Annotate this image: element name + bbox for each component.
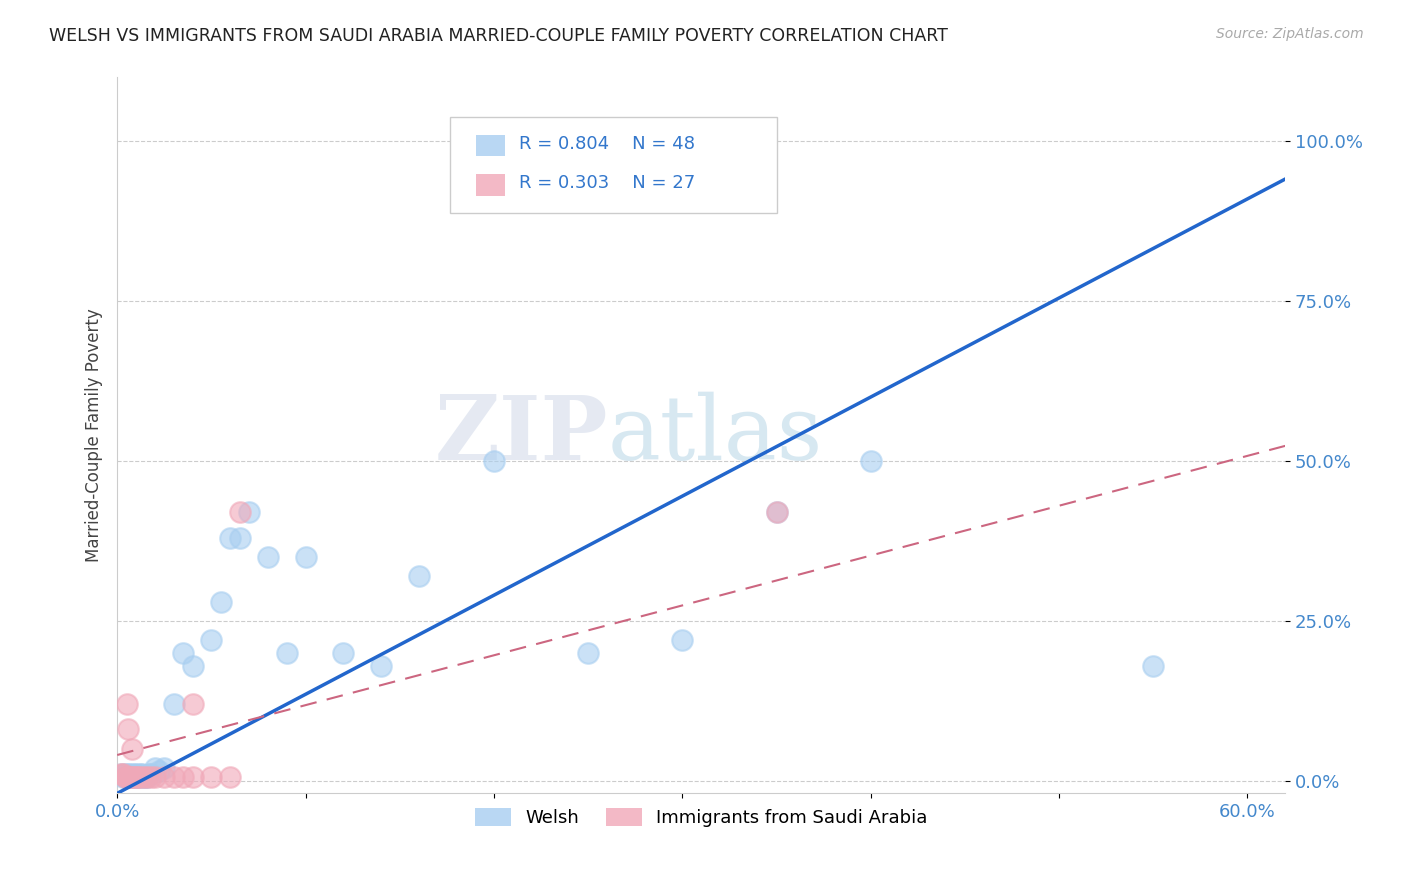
Bar — [475, 135, 505, 156]
Point — [143, 770, 166, 784]
Point — [136, 770, 159, 784]
Point — [125, 770, 148, 784]
Point — [115, 697, 138, 711]
Point — [128, 767, 150, 781]
Point — [276, 646, 298, 660]
Point — [117, 767, 139, 781]
Point — [115, 768, 138, 782]
Point — [121, 770, 143, 784]
Point — [209, 594, 232, 608]
Point — [122, 770, 145, 784]
Point — [332, 646, 354, 660]
Point — [200, 770, 222, 784]
Point — [172, 646, 194, 660]
Point — [859, 454, 882, 468]
Point — [139, 767, 162, 781]
Text: Source: ZipAtlas.com: Source: ZipAtlas.com — [1216, 27, 1364, 41]
Point — [153, 761, 176, 775]
Point — [121, 741, 143, 756]
Point — [219, 531, 242, 545]
Text: atlas: atlas — [607, 392, 823, 479]
Point — [127, 770, 149, 784]
Point — [1142, 658, 1164, 673]
Bar — [475, 174, 505, 195]
Point — [110, 767, 132, 781]
Point — [121, 770, 143, 784]
Text: R = 0.804    N = 48: R = 0.804 N = 48 — [519, 135, 695, 153]
Point — [122, 770, 145, 784]
Point — [163, 770, 186, 784]
Point — [671, 632, 693, 647]
Point — [120, 770, 142, 784]
Point — [111, 770, 134, 784]
Point — [181, 658, 204, 673]
Point — [110, 767, 132, 781]
Legend: Welsh, Immigrants from Saudi Arabia: Welsh, Immigrants from Saudi Arabia — [467, 801, 935, 834]
Point — [219, 770, 242, 784]
Point — [138, 767, 160, 781]
Point — [114, 770, 136, 784]
Point — [153, 770, 176, 784]
Point — [114, 767, 136, 781]
Point — [136, 770, 159, 784]
Point — [115, 770, 138, 784]
Point — [128, 770, 150, 784]
Point — [172, 770, 194, 784]
Point — [238, 505, 260, 519]
Point — [181, 697, 204, 711]
Point — [115, 770, 138, 784]
Point — [765, 505, 787, 519]
Point — [257, 549, 280, 564]
Point — [148, 764, 170, 778]
Point — [408, 569, 430, 583]
FancyBboxPatch shape — [450, 117, 778, 213]
Point — [128, 770, 150, 784]
Point — [131, 767, 153, 781]
Point — [200, 632, 222, 647]
Y-axis label: Married-Couple Family Poverty: Married-Couple Family Poverty — [86, 309, 103, 562]
Text: WELSH VS IMMIGRANTS FROM SAUDI ARABIA MARRIED-COUPLE FAMILY POVERTY CORRELATION : WELSH VS IMMIGRANTS FROM SAUDI ARABIA MA… — [49, 27, 948, 45]
Point — [117, 723, 139, 737]
Point — [122, 767, 145, 781]
Point — [163, 697, 186, 711]
Point — [121, 770, 143, 784]
Point — [120, 767, 142, 781]
Point — [114, 770, 136, 784]
Point — [127, 770, 149, 784]
Point — [120, 770, 142, 784]
Text: R = 0.303    N = 27: R = 0.303 N = 27 — [519, 175, 695, 193]
Point — [132, 770, 155, 784]
Point — [294, 549, 316, 564]
Point — [181, 770, 204, 784]
Point — [132, 770, 155, 784]
Point — [370, 658, 392, 673]
Point — [765, 505, 787, 519]
Point — [117, 770, 139, 784]
Point — [143, 761, 166, 775]
Point — [139, 770, 162, 784]
Point — [228, 505, 250, 519]
Point — [125, 770, 148, 784]
Point — [482, 454, 505, 468]
Point — [111, 767, 134, 781]
Text: ZIP: ZIP — [434, 392, 607, 479]
Point — [576, 646, 599, 660]
Point — [134, 770, 156, 784]
Point — [125, 767, 148, 781]
Point — [228, 531, 250, 545]
Point — [117, 770, 139, 784]
